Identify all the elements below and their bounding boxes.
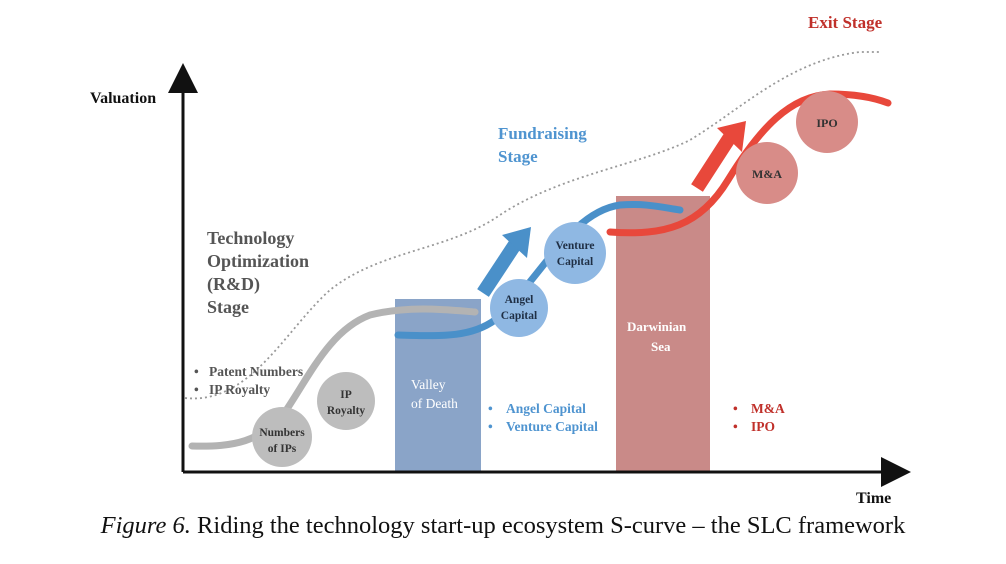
rnd-stage-title: Technology Optimization (R&D) Stage	[207, 228, 309, 317]
rnd-bullets: • Patent Numbers • IP Royalty	[194, 364, 303, 397]
exit-stage-title: Exit Stage	[808, 13, 883, 32]
bullet-dot: •	[194, 364, 199, 379]
exit-bullets: • M&A • IPO	[733, 401, 785, 434]
rnd-stage-curve	[188, 305, 479, 450]
bullet-dot: •	[733, 419, 738, 434]
bullet-dot: •	[733, 401, 738, 416]
circle-label-line: Royalty	[327, 405, 366, 417]
valley-label-line: Valley	[411, 377, 446, 392]
angel-capital-circle: Angel Capital	[490, 279, 548, 337]
valley-of-death-zone	[395, 299, 481, 472]
exit-bullet-item: IPO	[751, 419, 775, 434]
rnd-stage-title-line: Technology	[207, 228, 294, 248]
fundraising-stage-title: Fundraising Stage	[498, 124, 587, 166]
bullet-dot: •	[488, 419, 493, 434]
darwinian-label-line: Sea	[651, 339, 671, 354]
fundraising-bullet-item: Angel Capital	[506, 401, 586, 416]
fundraising-bullet-item: Venture Capital	[506, 419, 598, 434]
fundraising-arrow-head	[502, 227, 531, 258]
valley-of-death-label: Valley of Death	[411, 377, 458, 411]
circle-label-line: Numbers	[259, 427, 305, 439]
x-axis-label: Time	[856, 490, 891, 507]
y-axis-label: Valuation	[90, 90, 156, 107]
bullet-dot: •	[194, 382, 199, 397]
circle-label-line: Capital	[501, 310, 537, 322]
fundraising-stage-title-line: Stage	[498, 147, 538, 166]
exit-bullet-item: M&A	[751, 401, 785, 416]
numbers-of-ips-circle: Numbers of IPs	[252, 407, 312, 467]
valuation-trend-dotted-line	[184, 51, 880, 400]
ip-royalty-circle: IP Royalty	[317, 372, 375, 430]
fundraising-stage-title-line: Fundraising	[498, 124, 587, 143]
circle-label: IPO	[816, 116, 837, 130]
circle-label-line: Angel	[505, 294, 534, 306]
circle-label-line: Capital	[557, 256, 593, 268]
figure-caption: Figure 6. Riding the technology start-up…	[0, 512, 1006, 540]
ma-circle: M&A	[736, 142, 798, 204]
rnd-bullet-item: IP Royalty	[209, 382, 270, 397]
rnd-stage-title-line: (R&D)	[207, 274, 260, 295]
figure-caption-text: Riding the technology start-up ecosystem…	[190, 512, 906, 539]
fundraising-bullets: • Angel Capital • Venture Capital	[488, 401, 598, 434]
circle-label-line: Venture	[556, 240, 595, 252]
figure-number: Figure 6.	[100, 512, 191, 539]
exit-arrow-head	[717, 121, 746, 152]
darwinian-sea-zone	[616, 196, 710, 472]
fundraising-arrow-shaft	[477, 239, 522, 297]
ipo-circle: IPO	[796, 91, 858, 153]
exit-arrow-shaft	[691, 133, 736, 192]
rnd-stage-title-line: Stage	[207, 297, 249, 317]
circle-label-line: IP	[340, 389, 352, 401]
venture-capital-circle: Venture Capital	[544, 222, 606, 284]
valley-label-line: of Death	[411, 396, 458, 411]
circle-label-line: of IPs	[268, 443, 297, 455]
fundraising-stage-curve	[394, 201, 684, 340]
rnd-stage-title-line: Optimization	[207, 251, 309, 271]
rnd-bullet-item: Patent Numbers	[209, 364, 303, 379]
exit-stage-curve	[606, 90, 892, 237]
darwinian-label-line: Darwinian	[627, 319, 687, 334]
bullet-dot: •	[488, 401, 493, 416]
darwinian-sea-label: Darwinian Sea	[627, 319, 687, 354]
circle-label: M&A	[752, 167, 782, 181]
